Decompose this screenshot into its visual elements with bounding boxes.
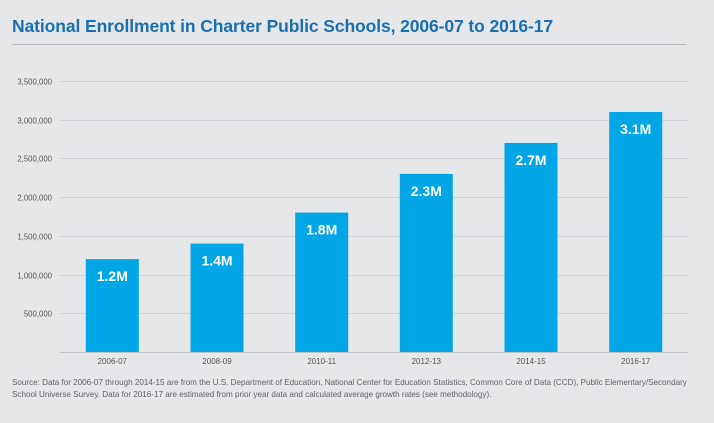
bar-2012-13 [399,173,453,352]
y-tick-label: 2,500,000 [17,155,52,164]
bar-2008-09 [190,243,244,352]
bar-data-label: 2.7M [515,152,546,168]
bar-data-labels: 1.2M 1.4M 1.8M 2.3M 2.7M 3.1M [97,121,652,284]
bar-data-label: 1.8M [306,222,337,238]
x-tick-label: 2016-17 [621,357,651,366]
y-tick-label: 500,000 [24,310,53,319]
bar-data-label: 1.4M [201,253,232,269]
x-tick-label: 2014-15 [516,357,546,366]
y-tick-label: 1,500,000 [17,233,52,242]
bar-2014-15 [504,142,558,352]
title-divider [12,44,686,45]
x-tick-label: 2006-07 [98,357,128,366]
x-tick-label: 2008-09 [202,357,232,366]
y-tick-label: 3,000,000 [17,117,52,126]
y-tick-label: 2,000,000 [17,194,52,203]
y-tick-label: 1,000,000 [17,272,52,281]
bar-2010-11 [295,212,349,352]
gridlines [60,81,688,314]
bar-2006-07 [85,259,139,352]
x-axis: 2006-07 2008-09 2010-11 2012-13 2014-15 2016-… [60,352,688,366]
chart-title: National Enrollment in Charter Public Sc… [12,16,554,36]
y-tick-label: 3,500,000 [17,78,52,87]
bar-data-label: 1.2M [97,268,128,284]
x-tick-label: 2010-11 [307,357,336,366]
y-axis-tick-labels: 500,000 1,000,000 1,500,000 2,000,000 2,500,… [17,78,52,319]
source-note: Source: Data for 2006-07 through 2014-15… [12,378,687,399]
bar-data-label: 3.1M [620,121,651,137]
x-tick-label: 2012-13 [412,357,442,366]
bars [85,112,663,352]
bar-data-label: 2.3M [411,183,442,199]
bar-2016-17 [609,112,663,352]
